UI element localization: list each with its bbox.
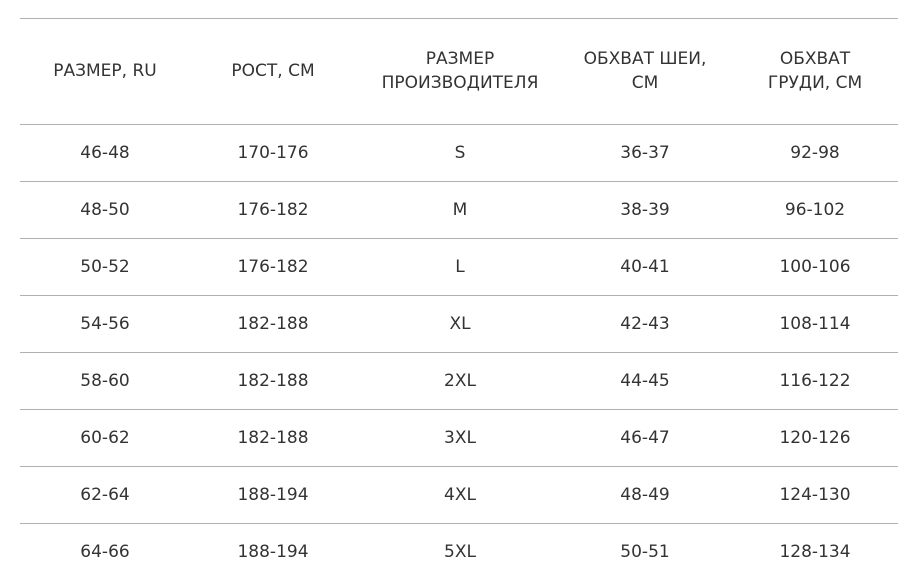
- table-cell: 46-47: [620, 427, 670, 448]
- header-text: ГРУДИ, СМ: [767, 73, 863, 93]
- row-divider: [20, 352, 898, 353]
- row-divider: [20, 295, 898, 296]
- header-cell: РОСТ, СМ: [183, 59, 363, 83]
- table-cell: 40-41: [620, 256, 670, 277]
- table-cell: 5XL: [444, 541, 476, 562]
- table-cell: 92-98: [790, 142, 840, 163]
- table-cell: 58-60: [80, 370, 130, 391]
- row-divider: [20, 238, 898, 239]
- table-cell: 124-130: [779, 484, 851, 505]
- table-cell: 108-114: [779, 313, 851, 334]
- table-cell: 64-66: [80, 541, 130, 562]
- table-cell: S: [454, 142, 466, 163]
- header-cell: РАЗМЕР, RU: [15, 59, 195, 83]
- header-text: РОСТ, СМ: [231, 61, 315, 81]
- table-cell: 54-56: [80, 313, 130, 334]
- row-divider: [20, 409, 898, 410]
- table-cell: 60-62: [80, 427, 130, 448]
- table-cell: 42-43: [620, 313, 670, 334]
- table-cell: 38-39: [620, 199, 670, 220]
- table-cell: 128-134: [779, 541, 851, 562]
- table-border: [20, 18, 898, 19]
- table-cell: 116-122: [779, 370, 851, 391]
- table-cell: 4XL: [444, 484, 476, 505]
- table-cell: 44-45: [620, 370, 670, 391]
- table-cell: 3XL: [444, 427, 476, 448]
- table-cell: 50-52: [80, 256, 130, 277]
- table-cell: 50-51: [620, 541, 670, 562]
- table-cell: 36-37: [620, 142, 670, 163]
- table-cell: 62-64: [80, 484, 130, 505]
- table-cell: 176-182: [237, 256, 309, 277]
- table-cell: XL: [449, 313, 471, 334]
- table-cell: 188-194: [237, 484, 309, 505]
- table-cell: 96-102: [784, 199, 846, 220]
- table-cell: 48-50: [80, 199, 130, 220]
- row-divider: [20, 466, 898, 467]
- header-text: ОБХВАТ ШЕИ,: [583, 49, 707, 69]
- table-cell: M: [452, 199, 468, 220]
- table-cell: 170-176: [237, 142, 309, 163]
- table-cell: 100-106: [779, 256, 851, 277]
- row-divider: [20, 523, 898, 524]
- header-cell: ОБХВАТ ГРУДИ, СМ: [725, 47, 905, 95]
- header-text: ПРОИЗВОДИТЕЛЯ: [381, 73, 539, 93]
- table-cell: 182-188: [237, 370, 309, 391]
- header-text: ОБХВАТ: [779, 49, 851, 69]
- header-cell: ОБХВАТ ШЕИ, СМ: [555, 47, 735, 95]
- table-cell: 182-188: [237, 427, 309, 448]
- header-text: РАЗМЕР: [425, 49, 495, 69]
- table-cell: 120-126: [779, 427, 851, 448]
- table-cell: 176-182: [237, 199, 309, 220]
- header-cell: РАЗМЕР ПРОИЗВОДИТЕЛЯ: [370, 47, 550, 95]
- table-cell: 182-188: [237, 313, 309, 334]
- header-text: СМ: [631, 73, 659, 93]
- table-cell: 188-194: [237, 541, 309, 562]
- row-divider: [20, 181, 898, 182]
- table-cell: 2XL: [444, 370, 476, 391]
- table-cell: 48-49: [620, 484, 670, 505]
- table-cell: L: [455, 256, 465, 277]
- row-divider: [20, 124, 898, 125]
- header-text: РАЗМЕР, RU: [53, 61, 157, 81]
- table-cell: 46-48: [80, 142, 130, 163]
